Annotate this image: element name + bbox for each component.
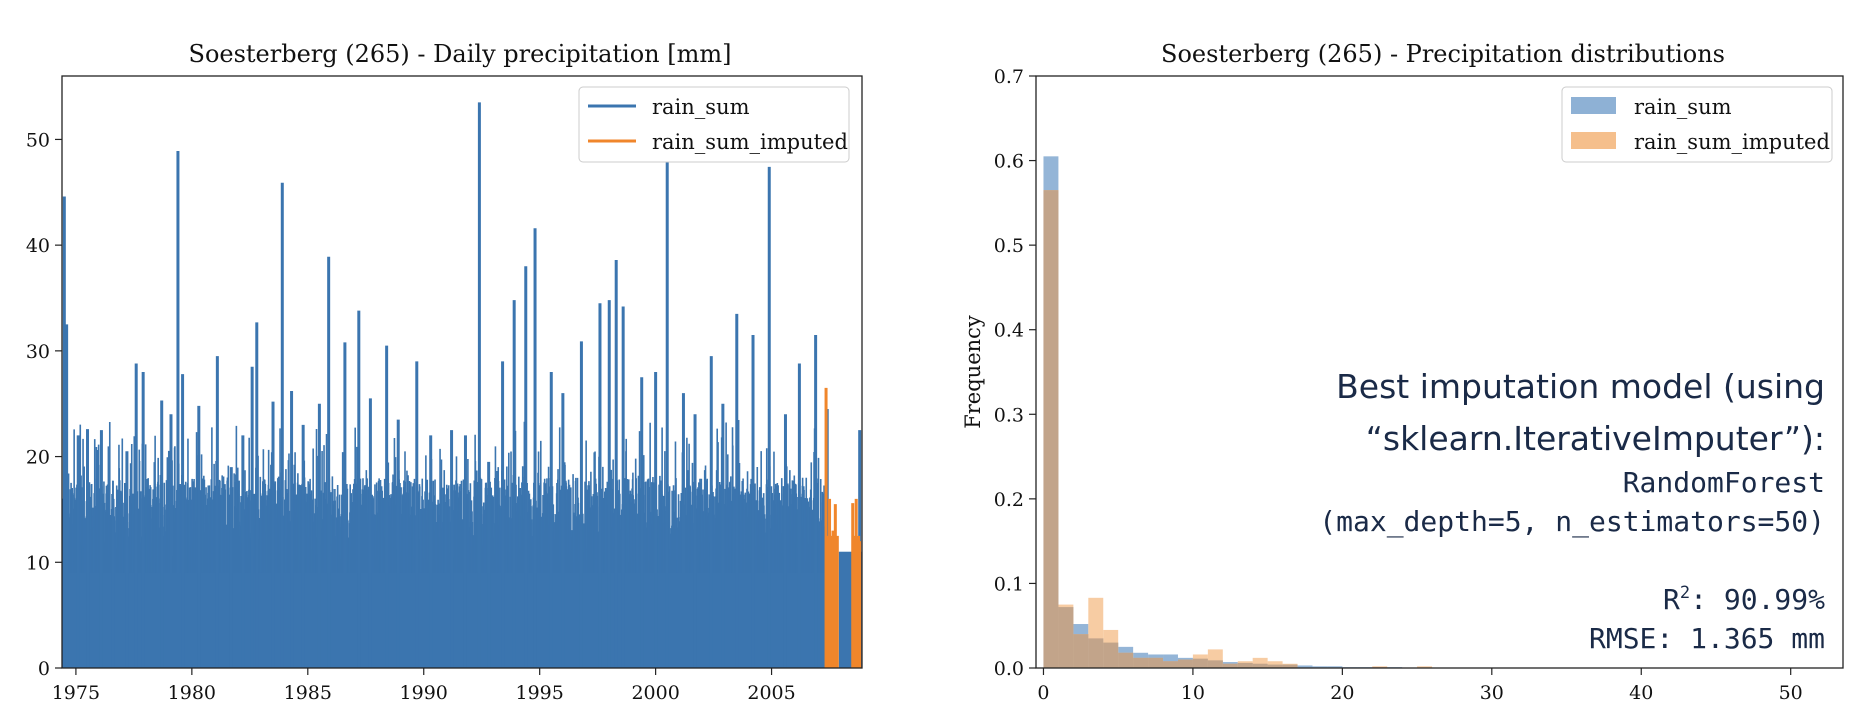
right-y-tick-label: 0.6 [994,151,1024,173]
left-plot-area [61,102,862,668]
annotation-r2-value: : 90.99% [1690,583,1825,616]
right-x-tick-label: 20 [1330,682,1354,704]
hist-bar [1327,666,1343,668]
left-x-tick-label: 2005 [747,682,795,704]
right-y-tick-label: 0.1 [994,573,1024,595]
model-annotation: Best imputation model (using “sklearn.It… [1319,367,1825,655]
annotation-rmse: RMSE: 1.365 mm [1589,622,1825,655]
right-y-tick-label: 0.3 [994,404,1024,426]
hist-bar [1252,657,1268,668]
hist-overlap-bar [1043,190,1059,668]
right-y-tick-label: 0.0 [994,658,1024,680]
right-y-tick-label: 0.4 [994,320,1024,342]
rain-sum-imputed-series [824,387,862,668]
legend-swatch-rain-sum-imputed [1571,132,1616,149]
left-x-tick-label: 1990 [400,682,448,704]
hist-series-rain_sum [1043,156,1447,669]
legend-label-rain-sum: rain_sum [652,95,750,119]
daily-precipitation-chart: Soesterberg (265) - Daily precipitation … [26,40,863,704]
left-y-tick-label: 20 [26,447,50,469]
left-x-tick-label: 2000 [631,682,679,704]
left-x-tick-label: 1995 [516,682,564,704]
legend-swatch-rain-sum [1571,97,1616,114]
hist-overlap-bar [1222,663,1238,668]
right-plot-area [1043,156,1447,669]
left-y-tick-label: 0 [38,658,50,680]
right-chart-title: Soesterberg (265) - Precipitation distri… [1161,40,1725,68]
annotation-line-2: “sklearn.IterativeImputer”): [1366,419,1825,458]
annotation-r2-prefix: R [1663,583,1680,616]
hist-bar [1312,666,1328,668]
left-legend: rain_sum rain_sum_imputed [578,86,850,163]
right-x-tick-label: 40 [1629,682,1653,704]
rain-sum-tail-fill [838,551,852,668]
hist-bar [1417,666,1433,668]
right-x-tick-label: 50 [1779,682,1803,704]
hist-overlap-bar [1207,660,1223,668]
hist-overlap-bar [1163,661,1178,668]
right-x-tick-label: 10 [1181,682,1205,704]
hist-overlap-bar [1058,607,1074,668]
left-chart-title: Soesterberg (265) - Daily precipitation … [189,40,732,68]
left-ticks: 1975 1980 1985 1990 1995 2000 2005 0 10 20 30 40 50 [26,129,796,704]
left-axes-frame [61,75,863,669]
right-y-tick-label: 0.2 [994,489,1024,511]
right-x-tick-label: 0 [1037,682,1049,704]
right-y-tick-label: 0.5 [994,235,1024,257]
precipitation-distribution-chart: Soesterberg (265) - Precipitation distri… [961,40,1844,704]
hist-overlap-bar [1103,642,1119,668]
hist-overlap-bar [1177,659,1193,668]
legend-label-hist-rain-sum-imputed: rain_sum_imputed [1634,130,1830,154]
hist-bar [1297,665,1313,668]
hist-overlap-bar [1282,664,1298,668]
left-y-tick-label: 10 [26,552,50,574]
legend-label-hist-rain-sum: rain_sum [1634,95,1732,119]
hist-overlap-bar [1192,658,1208,668]
left-y-tick-label: 30 [26,341,50,363]
right-legend: rain_sum rain_sum_imputed [1561,86,1833,163]
left-x-tick-label: 1985 [284,682,332,704]
annotation-model-name: RandomForest [1623,466,1825,499]
hist-overlap-bar [1267,664,1283,668]
right-x-tick-label: 30 [1480,682,1504,704]
right-y-axis-label: Frequency [961,315,985,429]
left-legend-box [578,86,850,163]
hist-overlap-bar [1237,662,1253,668]
right-ticks: 0 10 20 30 40 50 0.0 0.1 0.2 0.3 0.4 0.5 0.6 0.7 [994,66,1803,704]
left-x-tick-label: 1980 [168,682,216,704]
rain-sum-base-fill [62,572,825,668]
hist-overlap-bar [1133,657,1149,668]
hist-overlap-bar [1118,652,1134,668]
left-y-tick-label: 50 [26,129,50,151]
left-x-tick-label: 1975 [52,682,100,704]
left-y-tick-label: 40 [26,235,50,257]
hist-overlap-bar [1252,663,1268,668]
hist-overlap-bar [1073,634,1089,668]
right-y-tick-label: 0.7 [994,66,1024,88]
legend-label-rain-sum-imputed: rain_sum_imputed [652,130,848,154]
hist-overlap [1043,190,1433,668]
right-axes-frame [1035,75,1844,669]
rain-sum-peaks [62,102,862,668]
annotation-r2: R2: 90.99% [1663,583,1825,616]
annotation-model-params: (max_depth=5, n_estimators=50) [1319,505,1825,539]
hist-overlap-bar [1148,657,1164,668]
hist-overlap-bar [1088,638,1104,668]
right-legend-box [1561,86,1833,163]
annotation-line-1: Best imputation model (using [1336,367,1825,406]
annotation-r2-sup: 2 [1680,583,1690,603]
